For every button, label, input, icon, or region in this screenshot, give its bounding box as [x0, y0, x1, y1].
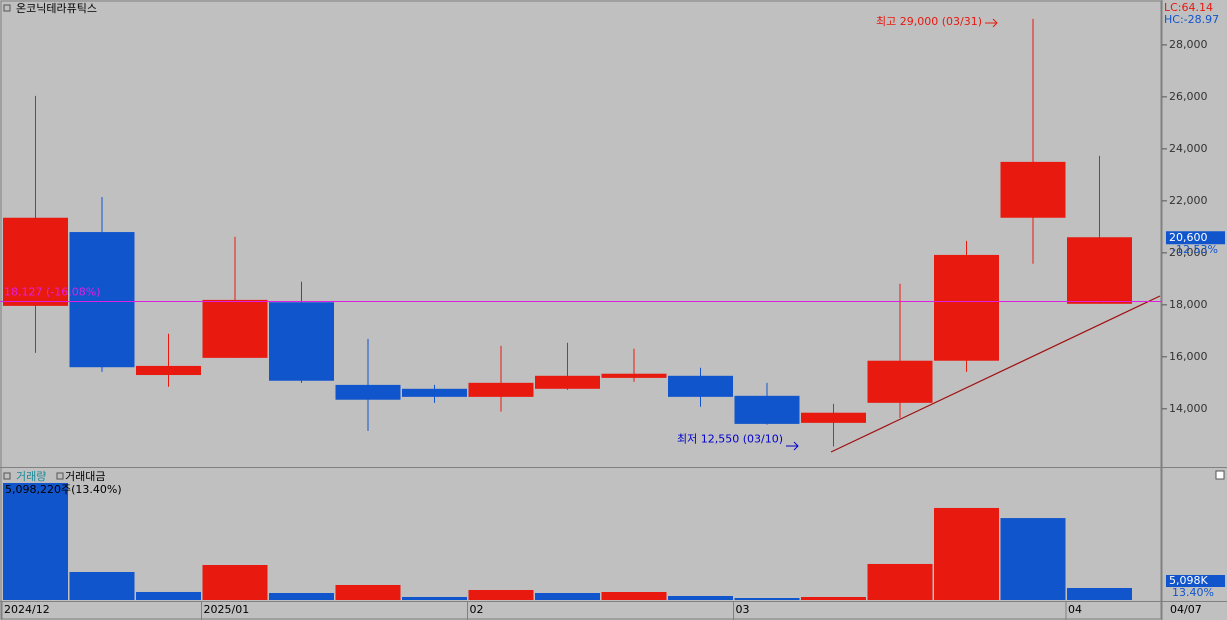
volume-bar [535, 593, 600, 600]
stock-name: 온코닉테라퓨틱스 [16, 2, 97, 15]
volume-bar [934, 507, 999, 600]
volume-right-label: 5,098K [1169, 574, 1208, 587]
volume-bar [468, 589, 534, 600]
volume-bar [335, 584, 401, 600]
candle-body [335, 384, 401, 400]
candle-body [734, 395, 800, 424]
candle-body [269, 302, 334, 381]
volume-right-label: 13.40% [1172, 586, 1214, 599]
volume-bar [801, 596, 866, 600]
x-tick-label: 2025/01 [204, 603, 250, 616]
volume-bar [202, 565, 268, 600]
volume-bar [867, 563, 933, 600]
reference-label: 18,127 (-16.08%) [4, 286, 100, 299]
y-tick-label: 28,000 [1169, 38, 1208, 51]
arrow [786, 441, 799, 451]
y-tick-label: 16,000 [1169, 350, 1208, 363]
candle-body [1000, 161, 1066, 218]
volume-bar [3, 482, 68, 600]
current-change: -12.53% [1172, 243, 1218, 256]
y-tick-label: 26,000 [1169, 90, 1208, 103]
x-tick-label: 2024/12 [4, 603, 50, 616]
x-tick-label: 04 [1068, 603, 1082, 616]
low-annotation: 최저 12,550 (03/10) [677, 433, 783, 446]
hc-label: HC:-28.97 [1164, 13, 1219, 26]
arrow [985, 18, 998, 28]
volume-bar [269, 593, 334, 600]
y-tick-label: 14,000 [1169, 402, 1208, 415]
y-tick-label: 18,000 [1169, 298, 1208, 311]
candle-body [69, 232, 135, 368]
current-price: 20,600 [1169, 231, 1208, 244]
x-tick-label: 02 [470, 603, 484, 616]
candle-body [1067, 237, 1132, 304]
volume-bar [1000, 518, 1066, 600]
candle-body [535, 375, 600, 389]
volume-bar [734, 598, 800, 600]
volume-bar [1067, 587, 1132, 600]
candle-body [867, 360, 933, 403]
x-last-label: 04/07 [1170, 603, 1202, 616]
trend-line [830, 295, 1161, 453]
y-tick-label: 24,000 [1169, 142, 1208, 155]
close-button[interactable] [1215, 470, 1225, 480]
candle-body [468, 382, 534, 397]
candle-body [136, 365, 201, 376]
volume-bar [69, 572, 135, 600]
frame [0, 0, 1162, 620]
legend-volume: 거래량 [16, 470, 46, 483]
candle-body [3, 217, 68, 306]
candle-body [601, 373, 667, 378]
candle-body [202, 299, 268, 358]
volume-bar [601, 591, 667, 600]
current-price-box [1166, 231, 1225, 245]
candle-body [668, 375, 733, 397]
lc-label: LC:64.14 [1164, 1, 1213, 14]
volume-box [1166, 575, 1225, 587]
icon [56, 472, 64, 480]
volume-bar [136, 591, 201, 600]
volume-bar [668, 596, 733, 600]
icon [3, 472, 11, 480]
y-tick-label: 20,000 [1169, 246, 1208, 259]
max-volume-label: 5,098,220주(13.40%) [5, 483, 122, 496]
candle-body [801, 412, 866, 423]
candle-body [934, 254, 999, 361]
icon [3, 4, 11, 12]
x-tick-label: 03 [736, 603, 750, 616]
volume-bar [402, 596, 467, 600]
candle-body [402, 388, 467, 397]
legend-amount: 거래대금 [65, 470, 105, 483]
y-tick-label: 22,000 [1169, 194, 1208, 207]
high-annotation: 최고 29,000 (03/31) [876, 15, 982, 28]
